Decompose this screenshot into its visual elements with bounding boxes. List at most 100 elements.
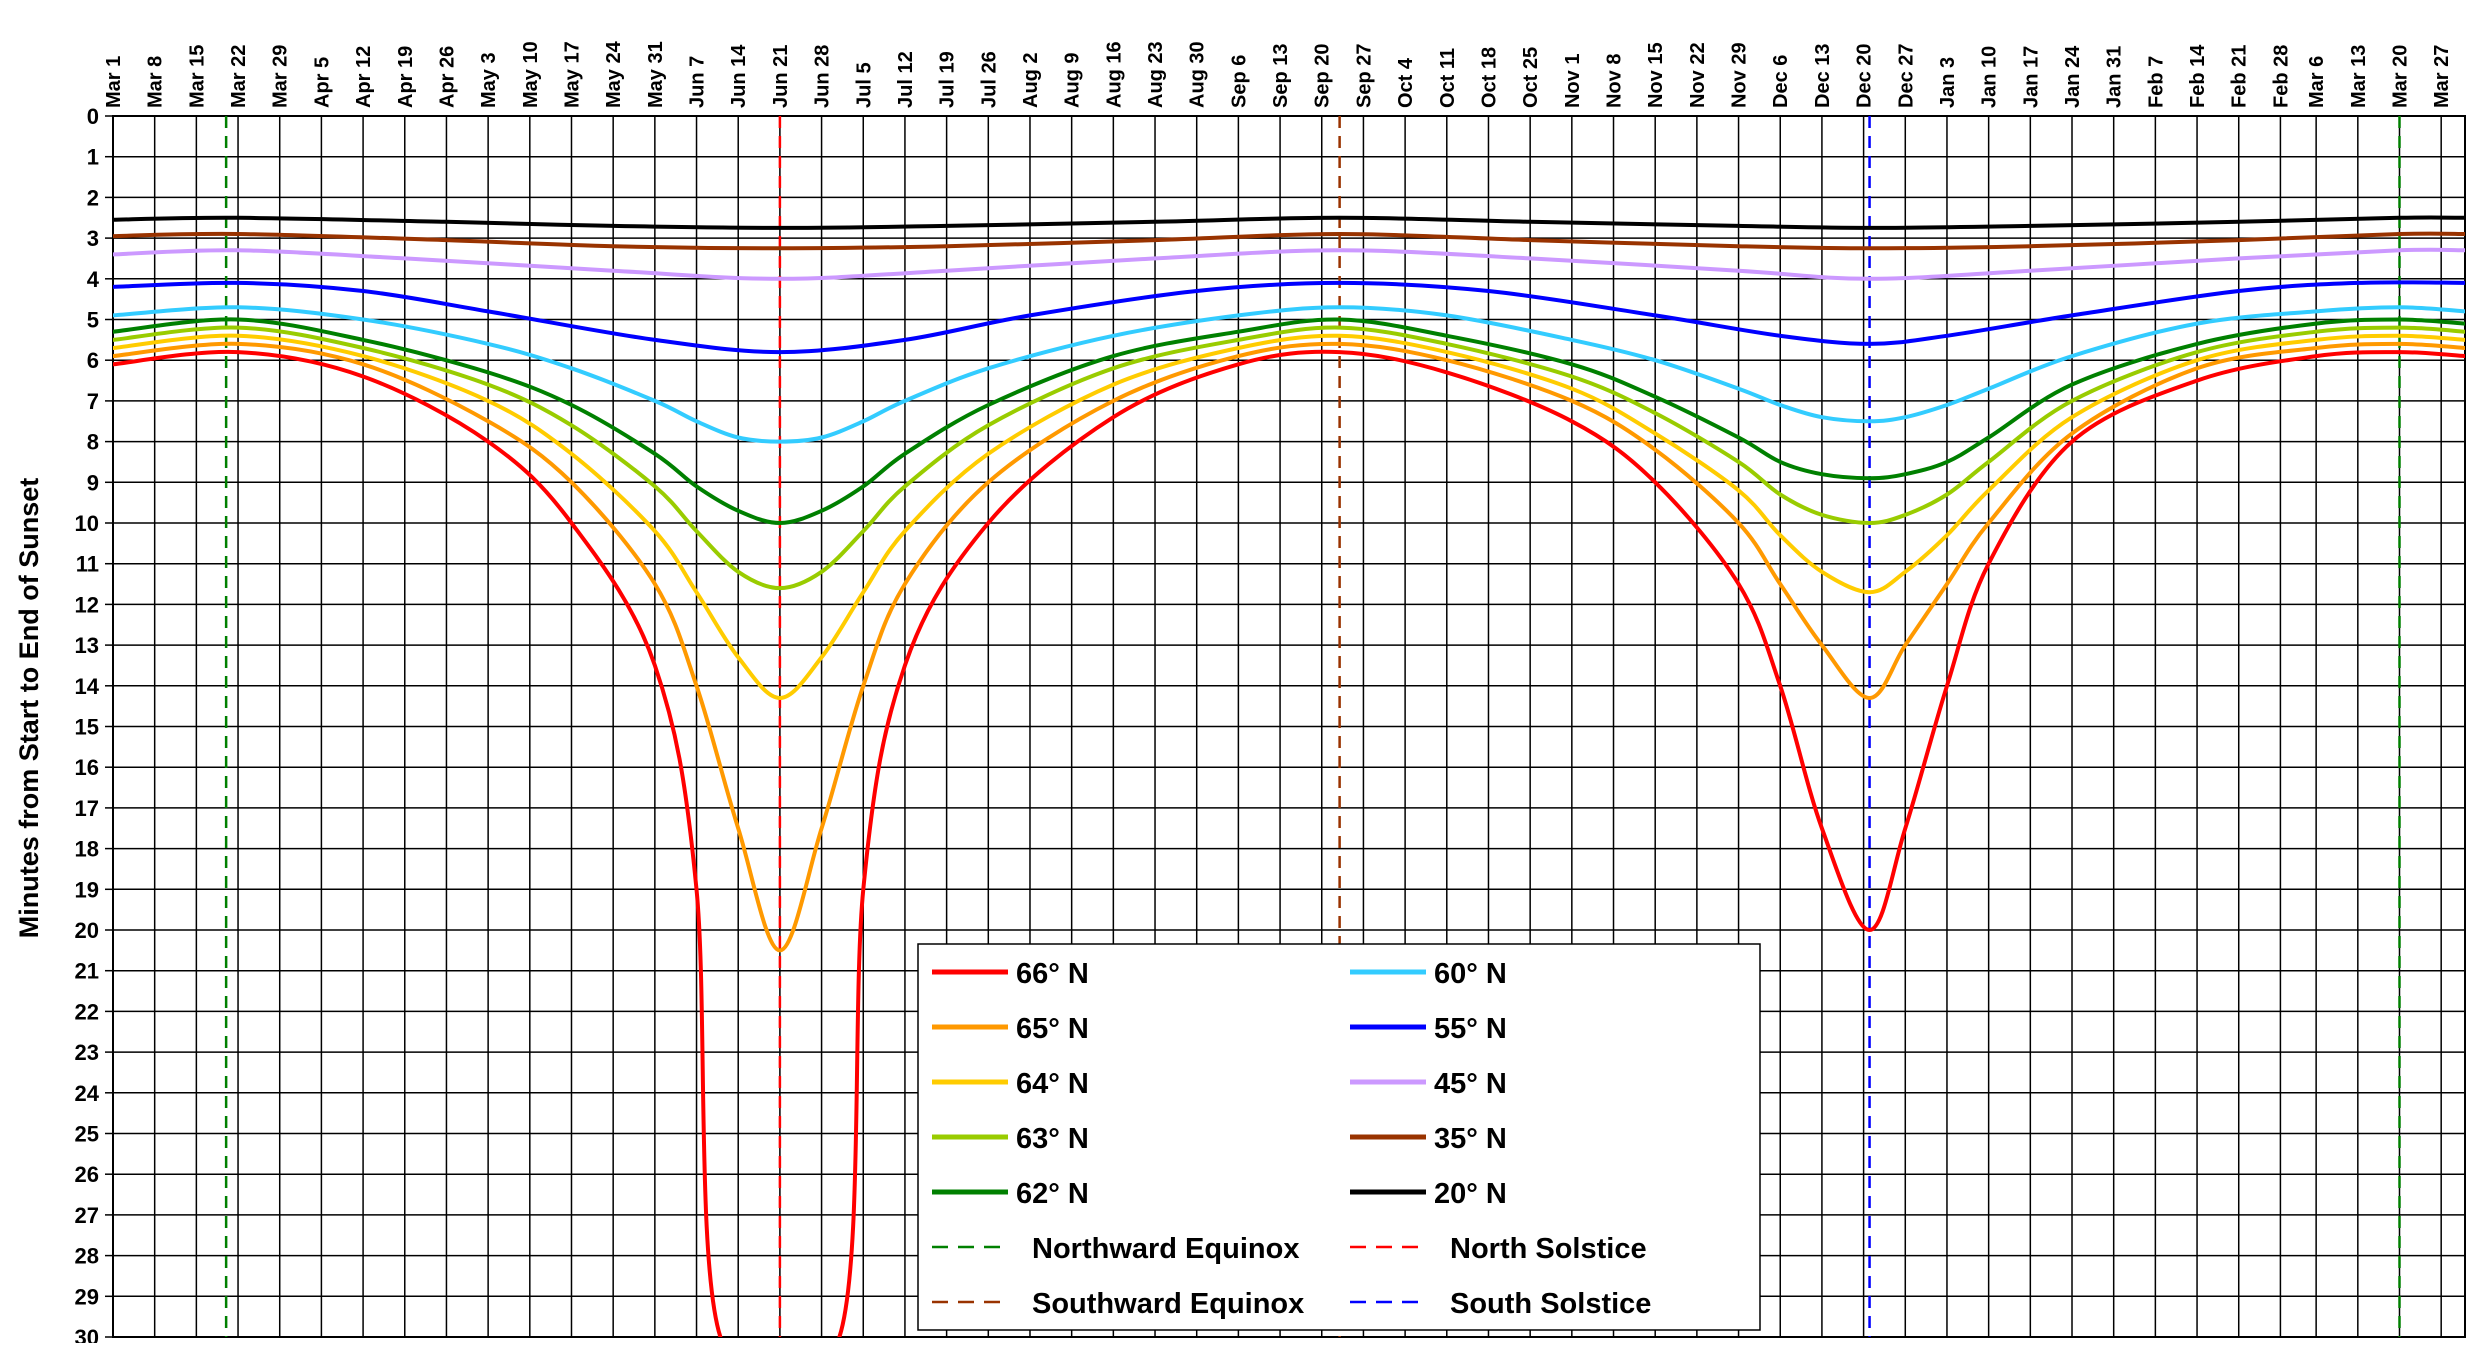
x-tick-label: Mar 8 bbox=[145, 56, 167, 108]
y-tick-label: 21 bbox=[75, 959, 99, 984]
legend-label: 63° N bbox=[1016, 1123, 1089, 1155]
legend-label: 66° N bbox=[1016, 958, 1089, 990]
x-tick-label: Oct 4 bbox=[1395, 57, 1417, 108]
legend-label: 35° N bbox=[1434, 1123, 1507, 1155]
x-tick-label: Sep 27 bbox=[1353, 44, 1375, 108]
x-tick-label: Mar 29 bbox=[270, 45, 292, 108]
x-tick-label: Apr 19 bbox=[395, 46, 417, 108]
x-tick-label: Sep 13 bbox=[1270, 44, 1292, 108]
x-tick-label: Apr 5 bbox=[311, 57, 333, 108]
x-tick-label: Mar 1 bbox=[103, 56, 125, 108]
y-tick-label: 14 bbox=[75, 674, 100, 699]
legend-label: 55° N bbox=[1434, 1013, 1507, 1045]
legend-label: South Solstice bbox=[1450, 1288, 1651, 1320]
x-tick-label: Nov 15 bbox=[1645, 42, 1667, 108]
x-tick-label: Nov 1 bbox=[1562, 54, 1584, 108]
x-tick-label: Jul 5 bbox=[853, 62, 875, 108]
y-tick-label: 12 bbox=[75, 592, 99, 617]
legend-label: 60° N bbox=[1434, 958, 1507, 990]
x-tick-label: Feb 21 bbox=[2229, 45, 2251, 108]
y-tick-label: 4 bbox=[87, 267, 100, 292]
legend-label: Southward Equinox bbox=[1032, 1288, 1304, 1320]
y-tick-label: 5 bbox=[87, 308, 99, 333]
y-tick-label: 20 bbox=[75, 918, 99, 943]
x-tick-label: May 31 bbox=[645, 41, 667, 108]
x-tick-label: Jan 17 bbox=[2020, 46, 2042, 108]
x-tick-label: Oct 18 bbox=[1478, 47, 1500, 108]
series-line bbox=[113, 280, 2465, 355]
y-tick-label: 22 bbox=[75, 999, 99, 1024]
x-tick-label: Feb 14 bbox=[2187, 44, 2209, 108]
y-tick-label: 6 bbox=[87, 348, 99, 373]
x-tick-label: Mar 13 bbox=[2348, 45, 2370, 108]
y-tick-label: 11 bbox=[76, 552, 99, 577]
legend-label: Northward Equinox bbox=[1032, 1233, 1299, 1265]
y-tick-label: 27 bbox=[75, 1203, 99, 1228]
x-tick-label: Sep 6 bbox=[1228, 55, 1250, 108]
series-line bbox=[113, 349, 2465, 1337]
y-tick-label: 13 bbox=[75, 633, 99, 658]
x-tick-label: Aug 23 bbox=[1145, 41, 1167, 108]
x-tick-label: Jun 14 bbox=[728, 44, 750, 108]
legend-label: 65° N bbox=[1016, 1013, 1089, 1045]
series-line bbox=[113, 215, 2465, 230]
x-tick-label: Dec 20 bbox=[1854, 44, 1876, 109]
series-line bbox=[113, 341, 2465, 953]
legend-box bbox=[917, 943, 1761, 1331]
x-tick-label: Jul 19 bbox=[937, 51, 959, 108]
x-tick-label: Apr 12 bbox=[353, 46, 375, 108]
x-tick-label: May 3 bbox=[478, 52, 500, 108]
y-tick-label: 30 bbox=[75, 1325, 99, 1343]
x-tick-label: Aug 9 bbox=[1062, 52, 1084, 108]
y-tick-label: 24 bbox=[75, 1081, 100, 1106]
x-tick-label: Mar 27 bbox=[2431, 45, 2453, 108]
series-line bbox=[113, 317, 2465, 525]
series-line bbox=[113, 231, 2465, 251]
y-tick-label: 17 bbox=[75, 796, 99, 821]
x-tick-label: May 17 bbox=[561, 41, 583, 108]
y-tick-label: 7 bbox=[87, 389, 99, 414]
series-line bbox=[113, 333, 2465, 700]
legend-label: 20° N bbox=[1434, 1178, 1507, 1210]
x-tick-label: Aug 30 bbox=[1187, 41, 1209, 108]
x-tick-label: Mar 15 bbox=[186, 45, 208, 108]
series-line bbox=[113, 325, 2465, 591]
y-axis-label: Minutes from Start to End of Sunset bbox=[14, 478, 44, 939]
y-tick-label: 23 bbox=[75, 1040, 99, 1065]
y-tick-label: 26 bbox=[75, 1162, 99, 1187]
x-tick-label: Jul 12 bbox=[895, 51, 917, 108]
x-tick-label: Jun 7 bbox=[687, 56, 709, 108]
x-tick-label: May 10 bbox=[520, 41, 542, 108]
x-tick-label: Nov 22 bbox=[1687, 42, 1709, 108]
x-tick-label: Sep 20 bbox=[1312, 44, 1334, 108]
y-tick-label: 19 bbox=[75, 877, 99, 902]
x-tick-label: Oct 11 bbox=[1437, 48, 1459, 108]
x-tick-label: Dec 13 bbox=[1812, 44, 1834, 109]
x-tick-label: Feb 7 bbox=[2145, 56, 2167, 108]
y-tick-label: 2 bbox=[87, 185, 99, 210]
series-line bbox=[113, 247, 2465, 281]
y-tick-label: 10 bbox=[75, 511, 99, 536]
series-line bbox=[113, 305, 2465, 444]
legend-label: North Solstice bbox=[1450, 1233, 1647, 1265]
x-tick-label: Aug 16 bbox=[1103, 41, 1125, 108]
x-tick-label: Jul 26 bbox=[978, 51, 1000, 108]
y-tick-label: 25 bbox=[75, 1122, 99, 1147]
x-tick-label: May 24 bbox=[603, 40, 625, 108]
x-tick-label: Apr 26 bbox=[436, 46, 458, 108]
x-tick-label: Jun 21 bbox=[770, 45, 792, 108]
x-tick-label: Dec 6 bbox=[1770, 55, 1792, 108]
x-tick-label: Nov 8 bbox=[1604, 54, 1626, 108]
plot-frame bbox=[112, 115, 2466, 1338]
x-tick-label: Dec 27 bbox=[1895, 44, 1917, 109]
x-tick-label: Jun 28 bbox=[812, 45, 834, 108]
y-tick-label: 18 bbox=[75, 837, 99, 862]
y-tick-label: 8 bbox=[87, 430, 99, 455]
x-tick-label: Jan 10 bbox=[1979, 46, 2001, 108]
x-tick-label: Jan 31 bbox=[2104, 46, 2126, 108]
legend-label: 62° N bbox=[1016, 1178, 1089, 1210]
x-tick-label: Nov 29 bbox=[1729, 42, 1751, 108]
x-tick-label: Jan 3 bbox=[1937, 57, 1959, 108]
